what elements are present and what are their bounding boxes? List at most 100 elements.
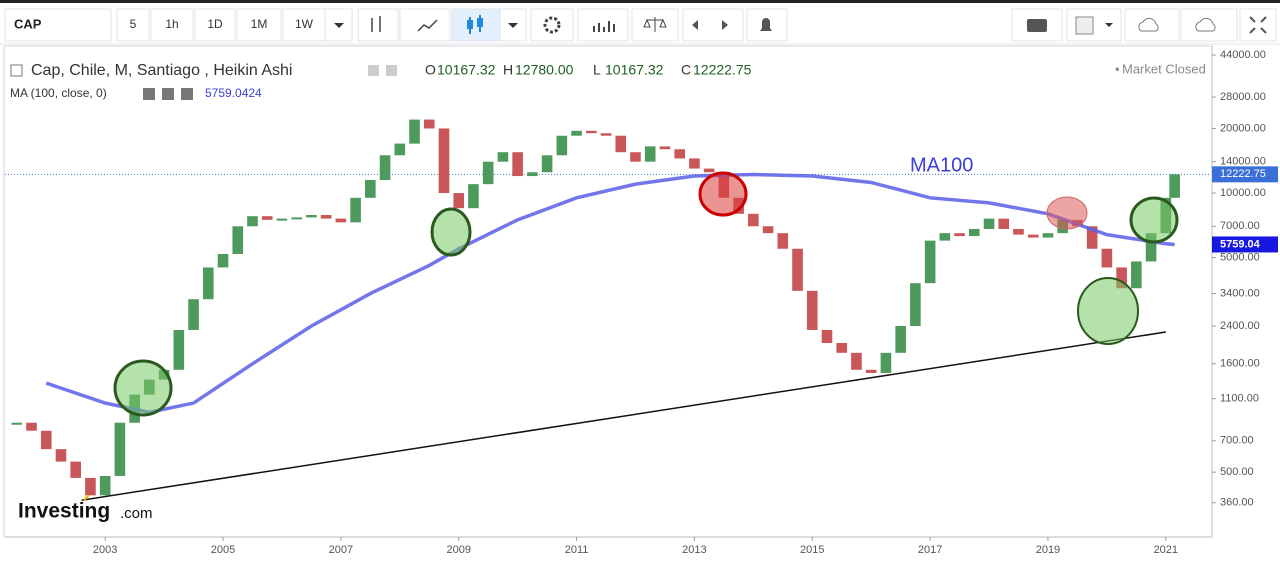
candle — [114, 422, 126, 476]
dropdown-icon — [334, 23, 344, 28]
cloud-down-icon — [1138, 17, 1159, 32]
candle — [748, 213, 759, 227]
indicators-button[interactable] — [577, 8, 629, 42]
interval-button[interactable] — [150, 8, 194, 42]
axes: 360.00 500.00 700.00 1100.00 1600.00 2400.00 3… — [5, 46, 1278, 556]
candle — [232, 226, 244, 254]
candle — [571, 130, 582, 136]
last-price-label: 12222.75 — [1220, 168, 1266, 180]
candle — [1101, 248, 1113, 268]
ohlc-value: 12222.75 — [693, 62, 752, 78]
x-tick-label: 2017 — [918, 544, 942, 556]
y-tick-label: 500.00 — [1220, 466, 1254, 478]
candle — [217, 253, 229, 268]
x-tick-label: 2007 — [329, 544, 353, 556]
y-tick-label: 10000.00 — [1220, 187, 1266, 199]
dropdown-icon — [1105, 23, 1113, 27]
x-tick-label: 2021 — [1154, 544, 1178, 556]
y-tick-label: 14000.00 — [1220, 156, 1266, 168]
candle — [703, 168, 715, 173]
candle — [910, 283, 921, 327]
interval-label: 1M — [251, 17, 268, 31]
dropdown-icon — [508, 23, 518, 28]
interval-label: 1h — [165, 17, 178, 31]
symbol: CAP — [14, 16, 42, 31]
candle — [512, 152, 523, 177]
fullscreen-box[interactable] — [1066, 8, 1122, 42]
candle — [851, 352, 862, 370]
plot — [5, 119, 1210, 501]
candle — [806, 290, 818, 330]
candle — [527, 172, 538, 177]
candle — [689, 158, 700, 169]
candle — [497, 152, 509, 162]
highlight-circle — [113, 359, 173, 417]
candle — [674, 149, 685, 159]
expand-button[interactable] — [1239, 8, 1277, 42]
save-button[interactable] — [1180, 8, 1238, 42]
trendline — [81, 331, 1166, 501]
ohlc-key: C — [681, 62, 691, 78]
candle — [600, 133, 612, 136]
candle — [335, 218, 347, 223]
interval-button[interactable] — [116, 8, 150, 42]
candles-button[interactable] — [451, 8, 501, 42]
candle — [585, 130, 597, 134]
candle — [453, 193, 465, 209]
candle — [1086, 226, 1098, 249]
ma-annotation: MA100 — [910, 154, 973, 176]
candle — [630, 152, 641, 162]
legend-icon[interactable] — [368, 65, 379, 76]
ma-value: 5759.0424 — [205, 86, 262, 100]
y-tick-label: 360.00 — [1220, 497, 1254, 509]
interval-button[interactable] — [194, 8, 236, 42]
market-status: Market Closed — [1122, 61, 1206, 76]
y-tick-label: 28000.00 — [1220, 91, 1266, 103]
bars-button[interactable] — [357, 8, 399, 42]
settings-button[interactable] — [530, 8, 574, 42]
alert-icon — [760, 18, 772, 31]
last-price-tag — [1212, 166, 1278, 183]
compare-icon — [643, 17, 667, 32]
candle — [983, 218, 995, 229]
candle — [880, 352, 892, 373]
y-tick-label: 20000.00 — [1220, 122, 1266, 134]
ma-icon[interactable] — [143, 88, 155, 100]
candle — [379, 155, 391, 181]
ohlc-key: O — [425, 62, 436, 78]
candle — [954, 233, 965, 237]
candle — [1042, 233, 1054, 238]
y-tick-label: 7000.00 — [1220, 220, 1260, 232]
y-tick-label: 3400.00 — [1220, 287, 1260, 299]
interval-button[interactable] — [236, 8, 282, 42]
symbol-box[interactable] — [4, 8, 112, 42]
ohlc-value: 10167.32 — [437, 62, 496, 78]
candle — [777, 233, 789, 249]
candle — [659, 146, 671, 150]
candle — [924, 240, 936, 284]
legend-icon[interactable] — [386, 65, 397, 76]
candle — [276, 218, 288, 221]
x-tick-label: 2015 — [800, 544, 824, 556]
candle — [821, 329, 833, 343]
top-edge — [0, 0, 1280, 3]
candle — [247, 216, 258, 227]
load-button[interactable] — [1124, 8, 1180, 42]
candle — [1027, 234, 1039, 238]
candle — [556, 135, 568, 156]
candle — [306, 215, 317, 218]
candle — [26, 422, 37, 431]
y-tick-label: 700.00 — [1220, 435, 1254, 447]
ma-close[interactable] — [181, 88, 193, 100]
ma-icon[interactable] — [162, 88, 174, 100]
candle — [261, 216, 273, 220]
candle — [173, 329, 185, 370]
candle — [1013, 228, 1024, 235]
candle — [55, 449, 67, 462]
candle — [438, 128, 450, 194]
x-tick-label: 2009 — [446, 544, 470, 556]
camera-icon — [1027, 19, 1047, 32]
highlight-circle — [1129, 196, 1179, 244]
candle — [291, 217, 302, 220]
collapse-icon[interactable] — [10, 64, 23, 77]
